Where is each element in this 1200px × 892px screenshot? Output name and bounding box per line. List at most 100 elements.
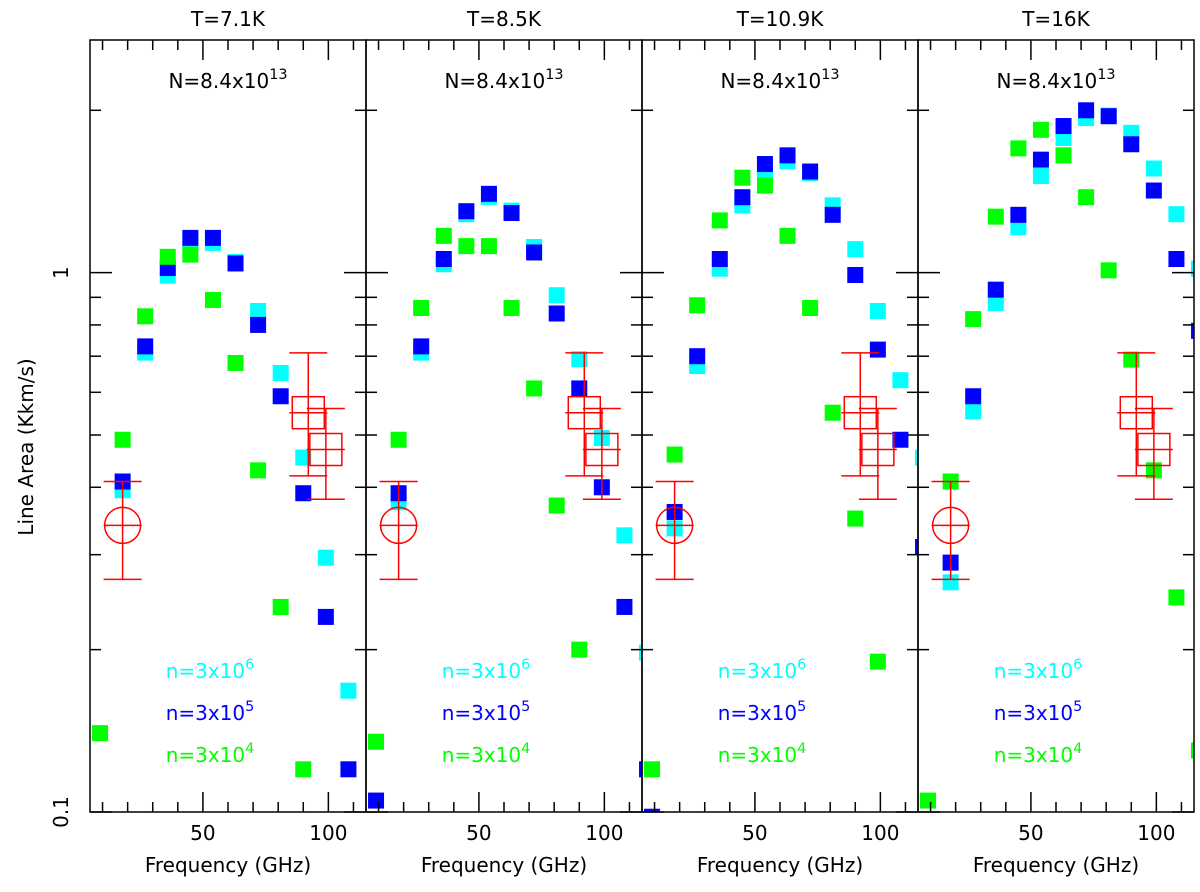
y-tick-label: 0.1 — [49, 796, 73, 828]
legend-n4-exponent: 4 — [1073, 741, 1082, 757]
legend-n4-mantissa: n=3x10 — [994, 743, 1073, 767]
legend-n5-exponent: 5 — [521, 699, 530, 715]
data-point — [571, 351, 588, 368]
data-point — [503, 299, 520, 316]
data-point — [137, 338, 154, 355]
series-n-3x10-4 — [920, 121, 1194, 809]
data-point — [413, 299, 430, 316]
data-point — [756, 156, 773, 173]
legend-n4-exponent: 4 — [521, 741, 530, 757]
data-point — [1010, 206, 1027, 223]
legend-n5: n=3x105 — [718, 699, 807, 725]
x-axis-label: Frequency (GHz) — [973, 853, 1139, 877]
column-density-label: N=8.4x1013 — [444, 67, 563, 93]
data-point — [779, 147, 796, 164]
observation-marker — [291, 395, 326, 430]
data-point — [250, 316, 267, 333]
data-point — [1078, 189, 1095, 206]
data-point — [711, 212, 728, 229]
data-point — [1010, 219, 1027, 236]
legend-n5-exponent: 5 — [1073, 699, 1082, 715]
data-point — [689, 297, 706, 314]
data-point — [435, 251, 452, 268]
data-point — [847, 267, 864, 284]
legend-n4-mantissa: n=3x10 — [718, 743, 797, 767]
data-point — [1100, 108, 1117, 125]
observation-marker — [843, 395, 878, 430]
data-point — [847, 510, 864, 527]
data-point — [869, 653, 886, 670]
x-tick-label: 50 — [466, 821, 491, 845]
panel-title: T=10.9K — [736, 7, 825, 31]
data-point — [734, 169, 751, 186]
panel-plot — [644, 147, 918, 812]
series-n-3x10-5 — [942, 102, 1194, 571]
panel-plot — [92, 229, 357, 778]
data-point — [920, 792, 937, 809]
series-n-3x10-4 — [92, 246, 312, 778]
data-point — [616, 598, 633, 615]
data-point — [295, 761, 312, 778]
column-density-label-exponent: 13 — [269, 67, 287, 83]
legend-n6: n=3x106 — [718, 657, 807, 683]
legend-n4: n=3x104 — [994, 741, 1083, 767]
data-point — [137, 308, 154, 325]
data-point — [1032, 121, 1049, 138]
legend-n6-exponent: 6 — [1073, 657, 1082, 673]
legend-n5: n=3x105 — [442, 699, 531, 725]
observation-marker — [655, 506, 694, 545]
data-point — [666, 446, 683, 463]
data-point — [182, 229, 199, 246]
column-density-label-mantissa: N=8.4x10 — [996, 69, 1097, 93]
data-point — [272, 598, 289, 615]
legend-n6: n=3x106 — [994, 657, 1083, 683]
x-axis-label: Frequency (GHz) — [421, 853, 587, 877]
data-point — [548, 287, 565, 304]
data-point — [644, 808, 661, 812]
data-point — [965, 388, 982, 405]
data-point — [616, 527, 633, 544]
x-tick-label: 100 — [1137, 821, 1175, 845]
observation-circle — [379, 480, 418, 581]
data-point — [1145, 160, 1162, 177]
panel-3: T=10.9KN=8.4x1013n=3x106n=3x105n=3x10450… — [641, 7, 919, 877]
data-point — [114, 431, 131, 448]
data-point — [250, 462, 267, 479]
y-axis-label: Line Area (Kkm/s) — [14, 358, 38, 535]
legend-n5-exponent: 5 — [245, 699, 254, 715]
data-point — [548, 497, 565, 514]
legend-n4: n=3x104 — [442, 741, 531, 767]
data-point — [317, 608, 334, 625]
data-point — [915, 449, 918, 466]
legend-n6-mantissa: n=3x10 — [442, 659, 521, 683]
data-point — [548, 305, 565, 322]
data-point — [1145, 182, 1162, 199]
observation-square — [289, 352, 328, 477]
column-density-label-exponent: 13 — [821, 67, 839, 83]
data-point — [1010, 140, 1027, 157]
data-point — [779, 227, 796, 244]
legend-n5: n=3x105 — [166, 699, 255, 725]
panel-plot — [368, 185, 642, 809]
column-density-label-mantissa: N=8.4x10 — [720, 69, 821, 93]
data-point — [182, 246, 199, 263]
data-point — [802, 163, 819, 180]
data-point — [965, 403, 982, 420]
column-density-label: N=8.4x1013 — [168, 67, 287, 93]
data-point — [295, 485, 312, 502]
legend-n5-mantissa: n=3x10 — [994, 701, 1073, 725]
column-density-label-mantissa: N=8.4x10 — [168, 69, 269, 93]
observation-square — [565, 352, 604, 477]
column-density-label-exponent: 13 — [1097, 67, 1115, 83]
legend-n6-exponent: 6 — [521, 657, 530, 673]
data-point — [1055, 118, 1072, 135]
data-point — [272, 364, 289, 381]
observation-marker — [1137, 432, 1171, 467]
data-point — [503, 205, 520, 222]
x-tick-label: 100 — [585, 821, 623, 845]
data-point — [1032, 151, 1049, 168]
data-point — [317, 549, 334, 566]
data-point — [711, 251, 728, 268]
legend-n5-mantissa: n=3x10 — [718, 701, 797, 725]
data-point — [1191, 260, 1194, 277]
